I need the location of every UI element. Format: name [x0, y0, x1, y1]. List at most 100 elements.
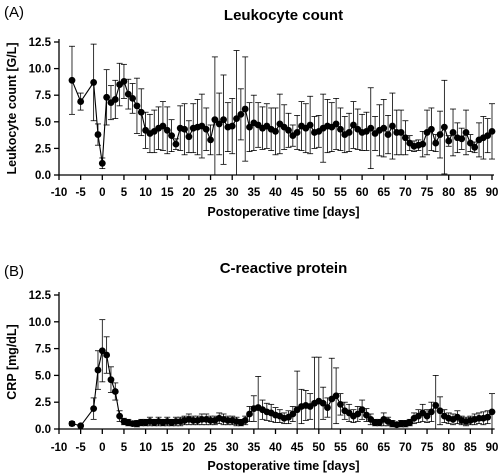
panel-2-y-tick-label: 2.5 — [35, 397, 52, 409]
panel-1-data-point — [98, 159, 106, 167]
panel-1-data-point — [384, 131, 392, 138]
panel-2-x-tick-label: 35 — [247, 442, 260, 454]
panel-2-data-point — [337, 400, 344, 408]
panel-1-x-tick-label: 10 — [139, 187, 152, 199]
panel-1-data-point — [68, 76, 76, 84]
panel-1-data-point — [337, 125, 344, 133]
panel-2-y-tick-label: 7.5 — [35, 344, 52, 356]
panel-1-data-point — [133, 102, 141, 110]
panel-1-x-tick-label: 40 — [269, 187, 282, 199]
panel-1-data-point — [137, 108, 145, 116]
panel-2-x-tick-label: 45 — [291, 442, 304, 454]
panel-2-y-tick-label: 0.0 — [35, 424, 51, 436]
panel-1-data-point — [332, 120, 340, 128]
panel-1-data-point — [419, 140, 427, 148]
panel-2-x-tick-label: 30 — [226, 442, 239, 454]
panel-1-data-point — [120, 77, 128, 85]
panel-1-data-point — [172, 140, 180, 148]
panel-2-x-tick-label: 55 — [334, 442, 347, 454]
panel-1-data-point — [202, 125, 210, 133]
panel-1-data-point — [488, 127, 496, 135]
panel-2-data-point — [436, 407, 444, 415]
panel-2-data-point — [427, 408, 435, 416]
panel-1-data-point — [484, 132, 492, 140]
panel-2-x-tick-label: 0 — [99, 442, 105, 454]
panel-2-data-point — [246, 410, 253, 418]
panel-1-x-tick-label: 45 — [291, 187, 304, 199]
panel-1-x-tick-label: 70 — [399, 187, 412, 199]
panel-2-x-tick-label: 25 — [204, 442, 217, 454]
panel-1-x-tick-label: 90 — [486, 187, 499, 199]
panel-2-data-point — [116, 412, 124, 420]
panel-1-data-point — [103, 93, 111, 101]
panel-2-data-point — [68, 420, 76, 428]
panel-1-data-point — [163, 126, 171, 134]
panel-1-data-point — [124, 90, 132, 98]
panel-1-x-tick-label: 85 — [464, 187, 477, 199]
panel-2-x-tick-label: 65 — [377, 442, 390, 454]
panel-2-x-axis-label: Postoperative time [days] — [207, 459, 359, 473]
panel-1-x-tick-label: 65 — [377, 187, 390, 199]
panel-1-x-tick-label: 30 — [226, 187, 239, 199]
panel-1-data-point — [462, 129, 470, 136]
panel-1-data-point — [397, 129, 405, 136]
panel-1-data-point — [449, 129, 457, 136]
panel-1-data-point — [241, 105, 249, 113]
panel-2-title: C-reactive protein — [220, 260, 348, 277]
panel-2-x-tick-label: 5 — [121, 442, 128, 454]
panel-1-data-point — [293, 129, 301, 136]
panel-1-x-tick-label: -5 — [76, 187, 87, 199]
panel-1-x-tick-label: 80 — [442, 187, 455, 199]
panel-2-data-point — [432, 402, 440, 409]
panel-1-x-tick-label: 25 — [204, 187, 217, 199]
panel-2-x-tick-label: 75 — [421, 442, 434, 454]
panel-1-data-point — [466, 139, 474, 147]
panel-1-data-point — [471, 143, 479, 151]
panel-2-x-tick-label: -10 — [51, 442, 68, 454]
panel-2-x-tick-label: 60 — [356, 442, 369, 454]
panel-2-y-axis-label: CRP [mg/dL] — [5, 324, 19, 399]
panel-1-data-point — [440, 123, 448, 131]
panel-1-data-point — [237, 110, 245, 118]
panel-1-data-point — [458, 135, 466, 143]
panel-1-data-point — [389, 122, 396, 130]
panel-1-data-point — [350, 121, 357, 129]
panel-2-y-tick-label: 10.0 — [29, 317, 51, 329]
panel-1-data-point — [233, 115, 240, 123]
panel-2-data-point — [423, 412, 431, 420]
panel-1-data-point — [185, 133, 193, 141]
panel-1-data-point — [168, 132, 175, 140]
panel-2-x-tick-label: 80 — [442, 442, 455, 454]
panel-1-data-point — [94, 131, 102, 138]
panel-1-x-tick-label: 0 — [99, 187, 105, 199]
panel-2-data-point — [77, 422, 85, 430]
panel-1-x-tick-label: 50 — [312, 187, 325, 199]
panel-1-x-tick-label: -10 — [51, 187, 68, 199]
panel-2-y-tick-label: 5.0 — [35, 370, 51, 382]
panel-1-y-tick-label: 10.0 — [29, 64, 51, 76]
panel-1-data-point — [211, 116, 219, 124]
panel-2-data-point — [488, 408, 496, 416]
panel-1-x-tick-label: 55 — [334, 187, 347, 199]
panel-1-data-point — [432, 139, 440, 147]
panel-2-data-point — [107, 376, 115, 384]
panel-1-x-tick-label: 35 — [247, 187, 260, 199]
panel-1-data-point — [129, 94, 137, 102]
panel-1-title: Leukocyte count — [224, 7, 343, 24]
panel-2-data-point — [358, 406, 366, 414]
panel-1-y-tick-label: 5.0 — [35, 117, 51, 129]
panel-2-label: (B) — [4, 263, 24, 280]
panel-1-y-tick-label: 7.5 — [35, 90, 52, 102]
panel-1-data-point — [181, 125, 188, 133]
panel-1-x-tick-label: 5 — [121, 187, 128, 199]
panel-2-data-point — [324, 404, 331, 411]
panel-1-data-point — [215, 120, 223, 128]
panel-1-y-tick-label: 2.5 — [35, 143, 52, 155]
panel-2-x-tick-label: 15 — [161, 442, 174, 454]
panel-1-data-point — [445, 137, 453, 145]
panel-1-data-point — [306, 121, 314, 129]
panel-1-data-point — [77, 98, 85, 105]
panel-1-x-tick-label: 60 — [356, 187, 369, 199]
panel-1-data-point — [159, 122, 167, 130]
